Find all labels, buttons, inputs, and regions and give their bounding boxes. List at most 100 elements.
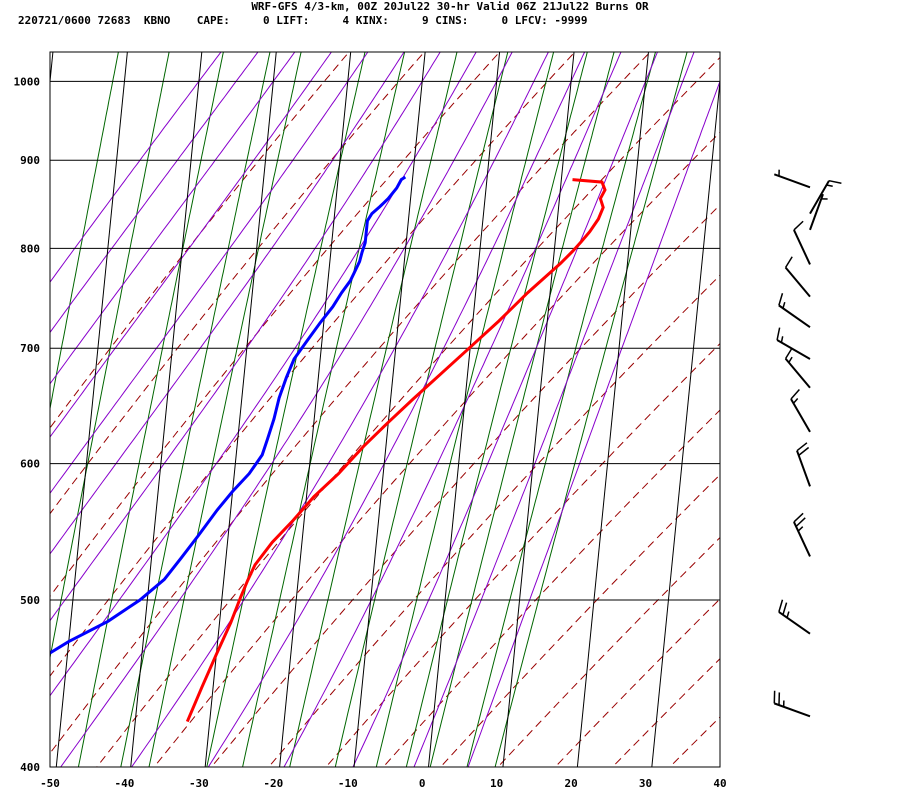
- x-tick-label: -30: [189, 777, 209, 790]
- wind-barb-feather: [796, 442, 808, 452]
- wind-barb: [793, 220, 811, 265]
- dewpoint-profile-line: [50, 175, 407, 655]
- wind-barb-feather: [782, 602, 788, 615]
- saturated-adiabat-line: [50, 52, 259, 334]
- wind-barb: [809, 193, 828, 231]
- wind-barb-feather: [793, 512, 804, 523]
- x-tick-label: 0: [419, 777, 426, 790]
- wind-barb: [776, 327, 811, 360]
- saturated-adiabat-line: [467, 79, 720, 767]
- wind-barb-staff: [809, 180, 830, 215]
- wind-barbs: [773, 169, 842, 718]
- saturated-adiabat-line: [50, 52, 333, 438]
- wind-barb-half-feather: [782, 301, 786, 309]
- wind-barb: [784, 347, 811, 389]
- x-tick-label: 20: [564, 777, 577, 790]
- mixing-ratio-line: [50, 52, 119, 412]
- wind-barb: [796, 442, 811, 487]
- mixing-ratio-line: [494, 52, 688, 767]
- wind-barb: [790, 388, 811, 433]
- saturated-adiabat-line: [50, 52, 369, 495]
- x-tick-label: -40: [115, 777, 135, 790]
- dry-adiabat-line: [268, 274, 720, 767]
- wind-barb-feather: [778, 293, 784, 306]
- wind-barb-staff: [796, 450, 811, 487]
- y-tick-label: 500: [20, 594, 40, 607]
- mixing-ratio-line: [405, 52, 588, 767]
- saturated-adiabat-line: [207, 52, 586, 767]
- isotherm-line: [353, 52, 426, 767]
- y-tick-label: 1000: [14, 75, 41, 88]
- mixing-ratio-line: [242, 52, 406, 767]
- x-tick-label: -50: [40, 777, 60, 790]
- saturated-adiabat-line: [283, 52, 622, 767]
- mixing-ratio-line: [289, 52, 458, 767]
- dry-adiabat-line: [325, 342, 720, 767]
- wind-barb-feather: [798, 446, 810, 456]
- wind-barb-half-feather: [826, 184, 833, 188]
- wind-barb-feather: [828, 179, 842, 184]
- isotherm-line: [279, 52, 352, 767]
- isotherm-line: [651, 76, 720, 767]
- dry-adiabat-line: [858, 45, 900, 800]
- x-tick-label: 10: [490, 777, 503, 790]
- saturated-adiabat-line: [352, 52, 659, 767]
- x-tick-label: -20: [263, 777, 283, 790]
- y-axis-ticks: 400 500 600 700 800 900 1000: [14, 75, 41, 774]
- wind-barb: [809, 179, 842, 215]
- mixing-ratio-line: [50, 52, 170, 661]
- dry-adiabat-line: [801, 45, 900, 800]
- saturated-adiabat-line: [60, 52, 513, 767]
- wind-barb-staff: [793, 521, 811, 557]
- isotherm-line: [55, 52, 128, 767]
- wind-barb: [773, 169, 811, 189]
- y-tick-label: 900: [20, 154, 40, 167]
- wind-barb-staff: [778, 611, 811, 635]
- isotherm-line: [576, 52, 649, 767]
- wind-barb-feather: [784, 347, 793, 360]
- chart-title: WRF-GFS 4/3-km, 00Z 20Jul22 30-hr Valid …: [251, 0, 649, 13]
- wind-barb: [778, 293, 811, 328]
- mixing-ratio-line: [375, 52, 555, 767]
- wind-barb-staff: [793, 229, 811, 265]
- dry-adiabat-line: [210, 204, 720, 767]
- x-tick-label: 30: [639, 777, 652, 790]
- wind-barb-feather: [778, 599, 784, 613]
- wind-barb-feather: [793, 220, 804, 231]
- saturated-adiabat-line: [130, 52, 549, 767]
- wind-barb-staff: [776, 339, 811, 360]
- wind-barb-half-feather: [780, 336, 784, 343]
- wind-barb-half-feather: [797, 526, 804, 532]
- plot-frame: [49, 51, 721, 768]
- profile-lines: [50, 175, 607, 723]
- mixing-ratio-line: [206, 52, 366, 767]
- wind-barb-staff: [773, 173, 811, 189]
- wind-barb-staff: [809, 193, 824, 231]
- wind-barb: [784, 256, 811, 298]
- wind-barb-staff: [778, 304, 811, 328]
- isotherm-line: [427, 52, 501, 767]
- wind-barb-half-feather: [786, 611, 790, 618]
- saturated-adiabat-line: [50, 52, 477, 697]
- dry-adiabat-line: [50, 52, 425, 515]
- mixing-ratio-line: [334, 52, 509, 767]
- dry-adiabat-line: [50, 52, 576, 677]
- y-tick-label: 400: [20, 761, 40, 774]
- dry-adiabat-line: [50, 52, 350, 429]
- dry-adiabat-line: [50, 52, 651, 755]
- wind-barb-half-feather: [792, 398, 799, 404]
- wind-barb-feather: [776, 327, 781, 341]
- wind-barb-feather: [790, 388, 800, 400]
- saturated-adiabat-line: [50, 52, 441, 622]
- dry-adiabat-line: [439, 474, 720, 767]
- wind-barb: [793, 512, 811, 557]
- saturated-adiabat-line: [50, 52, 296, 385]
- isotherm-line: [130, 52, 203, 767]
- isotherm-line: [204, 52, 277, 767]
- y-tick-label: 800: [20, 242, 40, 255]
- dry-adiabat-line: [382, 409, 720, 767]
- dry-adiabat-line: [611, 658, 720, 767]
- saturated-adiabat-line: [50, 52, 222, 283]
- dry-adiabat-line: [153, 131, 720, 767]
